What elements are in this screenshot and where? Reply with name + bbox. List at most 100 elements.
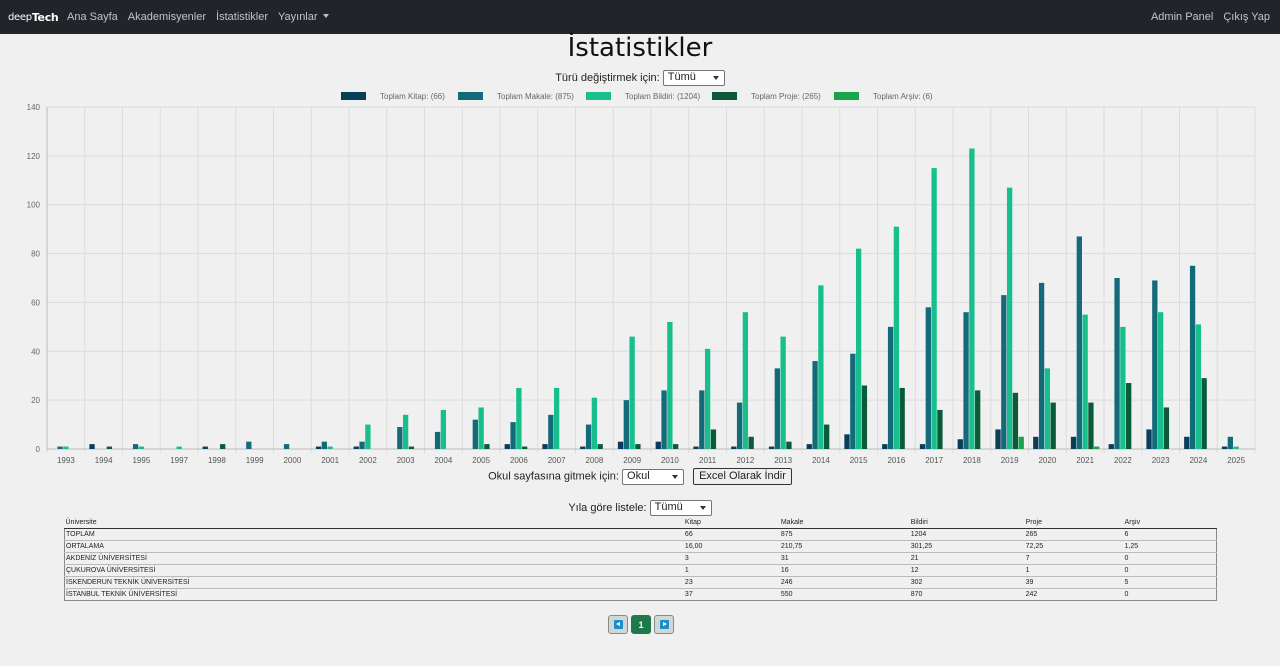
bar (975, 390, 981, 449)
nav-academics[interactable]: Akademisyenler (127, 11, 207, 23)
excel-download-button[interactable]: Excel Olarak İndir (693, 468, 792, 485)
bar (899, 387, 905, 449)
school-select-value: Okul (627, 469, 650, 482)
school-nav-label: Okul sayfasına gitmek için: (488, 470, 619, 483)
bar (478, 407, 484, 449)
x-tick-label: 1997 (170, 456, 188, 465)
bar (220, 444, 226, 449)
legend-swatch (712, 92, 737, 100)
x-tick-label: 2022 (1114, 456, 1132, 465)
statistics-bar-chart: 0 20 40 60 80 100 120 140 1993 1994 1995 1997 1998 19… (27, 92, 1256, 465)
bar (1221, 446, 1228, 449)
brand-logo[interactable]: deep Tech (8, 10, 59, 24)
legend-label: Toplam Makale: (875) (497, 92, 574, 101)
bar (434, 431, 441, 449)
table-cell: 16,00 (683, 540, 780, 553)
bar (585, 424, 592, 449)
table-cell: İSTANBUL TEKNİK ÜNİVERSİTESİ (63, 588, 684, 601)
pagination-prev-button[interactable] (608, 615, 628, 634)
bar (516, 387, 522, 449)
type-filter-label: Türü değiştirmek için: (555, 72, 660, 84)
col-header-article: Makale (779, 518, 910, 529)
x-tick-label: 2015 (850, 456, 868, 465)
nav-publications-dropdown[interactable]: Yayınlar (278, 11, 329, 23)
bar (882, 444, 888, 449)
table-cell: 66 (683, 528, 780, 541)
bar (484, 444, 490, 449)
nav-statistics[interactable]: İstatistikler (216, 11, 268, 23)
table-row: İSKENDERUN TEKNİK ÜNİVERSİTESİ 23 246 302 39… (63, 576, 1217, 589)
y-tick-label: 80 (31, 250, 40, 259)
year-filter-select[interactable]: Tümü (649, 500, 712, 516)
bar (57, 446, 63, 449)
table-cell: AKDENİZ ÜNİVERSİTESİ (63, 552, 684, 565)
bar (617, 441, 624, 449)
table-row: TOPLAM 66 875 1204 265 6 (63, 528, 1217, 541)
table-cell: 31 (779, 552, 910, 565)
bar (1108, 444, 1114, 449)
pagination-next-button[interactable] (654, 615, 674, 634)
bar (63, 446, 69, 449)
bar (893, 226, 900, 449)
table-cell: 302 (909, 576, 1025, 589)
bar (780, 336, 786, 449)
bar (580, 446, 586, 449)
bar (1076, 236, 1082, 449)
table-row: AKDENİZ ÜNİVERSİTESİ 3 31 21 7 0 (63, 552, 1217, 565)
col-header-university: Üniversite (64, 518, 684, 529)
x-tick-label: 2018 (963, 456, 981, 465)
bar (89, 444, 95, 449)
bar (963, 312, 969, 449)
col-header-book: Kitap (683, 518, 780, 529)
bar (1126, 383, 1132, 449)
nav-logout[interactable]: Çıkış Yap (1223, 11, 1270, 23)
y-tick-label: 40 (31, 347, 40, 356)
bar (1006, 187, 1013, 449)
x-tick-label: 2000 (283, 456, 301, 465)
table-cell: 210,75 (779, 540, 910, 553)
bar (1033, 436, 1039, 449)
nav-admin-panel[interactable]: Admin Panel (1150, 11, 1214, 23)
bar (176, 446, 182, 449)
arrow-right-icon (659, 620, 669, 629)
x-tick-label: 1995 (132, 456, 150, 465)
bar (1201, 378, 1207, 449)
type-filter-select[interactable]: Tümü (662, 70, 725, 86)
table-cell: 5 (1123, 576, 1217, 589)
bar (731, 446, 737, 449)
table-row: İSTANBUL TEKNİK ÜNİVERSİTESİ 37 550 870 242 0 (63, 588, 1217, 601)
legend-label: Toplam Proje: (265) (751, 92, 821, 101)
bar (132, 444, 139, 449)
col-header-archive: Arşiv (1123, 518, 1217, 529)
x-tick-label: 2007 (548, 456, 566, 465)
chevron-down-icon (672, 474, 679, 479)
bar (1195, 324, 1202, 449)
table-cell: 1204 (909, 528, 1025, 541)
bar (635, 444, 641, 449)
bar (1094, 446, 1100, 449)
bar (1146, 429, 1152, 449)
nav-home[interactable]: Ana Sayfa (67, 11, 118, 23)
bar (522, 446, 528, 449)
bar (315, 446, 322, 449)
x-tick-label: 2021 (1076, 456, 1094, 465)
pagination: 1 (608, 615, 674, 634)
x-tick-label: 1999 (246, 456, 264, 465)
bar (591, 397, 598, 449)
y-tick-label: 120 (27, 152, 41, 161)
school-select[interactable]: Okul (622, 468, 685, 485)
table-header-row: Üniversite Kitap Makale Bildiri Proje Ar… (64, 518, 1217, 529)
bar (440, 409, 447, 449)
chevron-down-icon (712, 76, 719, 80)
bar (774, 368, 780, 449)
bar (1050, 402, 1056, 449)
x-tick-label: 2008 (585, 456, 603, 465)
bar (1114, 278, 1120, 449)
table-cell: 1 (1024, 564, 1124, 577)
pagination-page-button[interactable]: 1 (631, 615, 651, 634)
bar (969, 148, 975, 449)
navbar: deep Tech Ana Sayfa Akademisyenler İstati… (0, 0, 1280, 34)
bar (748, 436, 754, 449)
bar (359, 441, 365, 449)
x-tick-label: 1993 (57, 456, 75, 465)
